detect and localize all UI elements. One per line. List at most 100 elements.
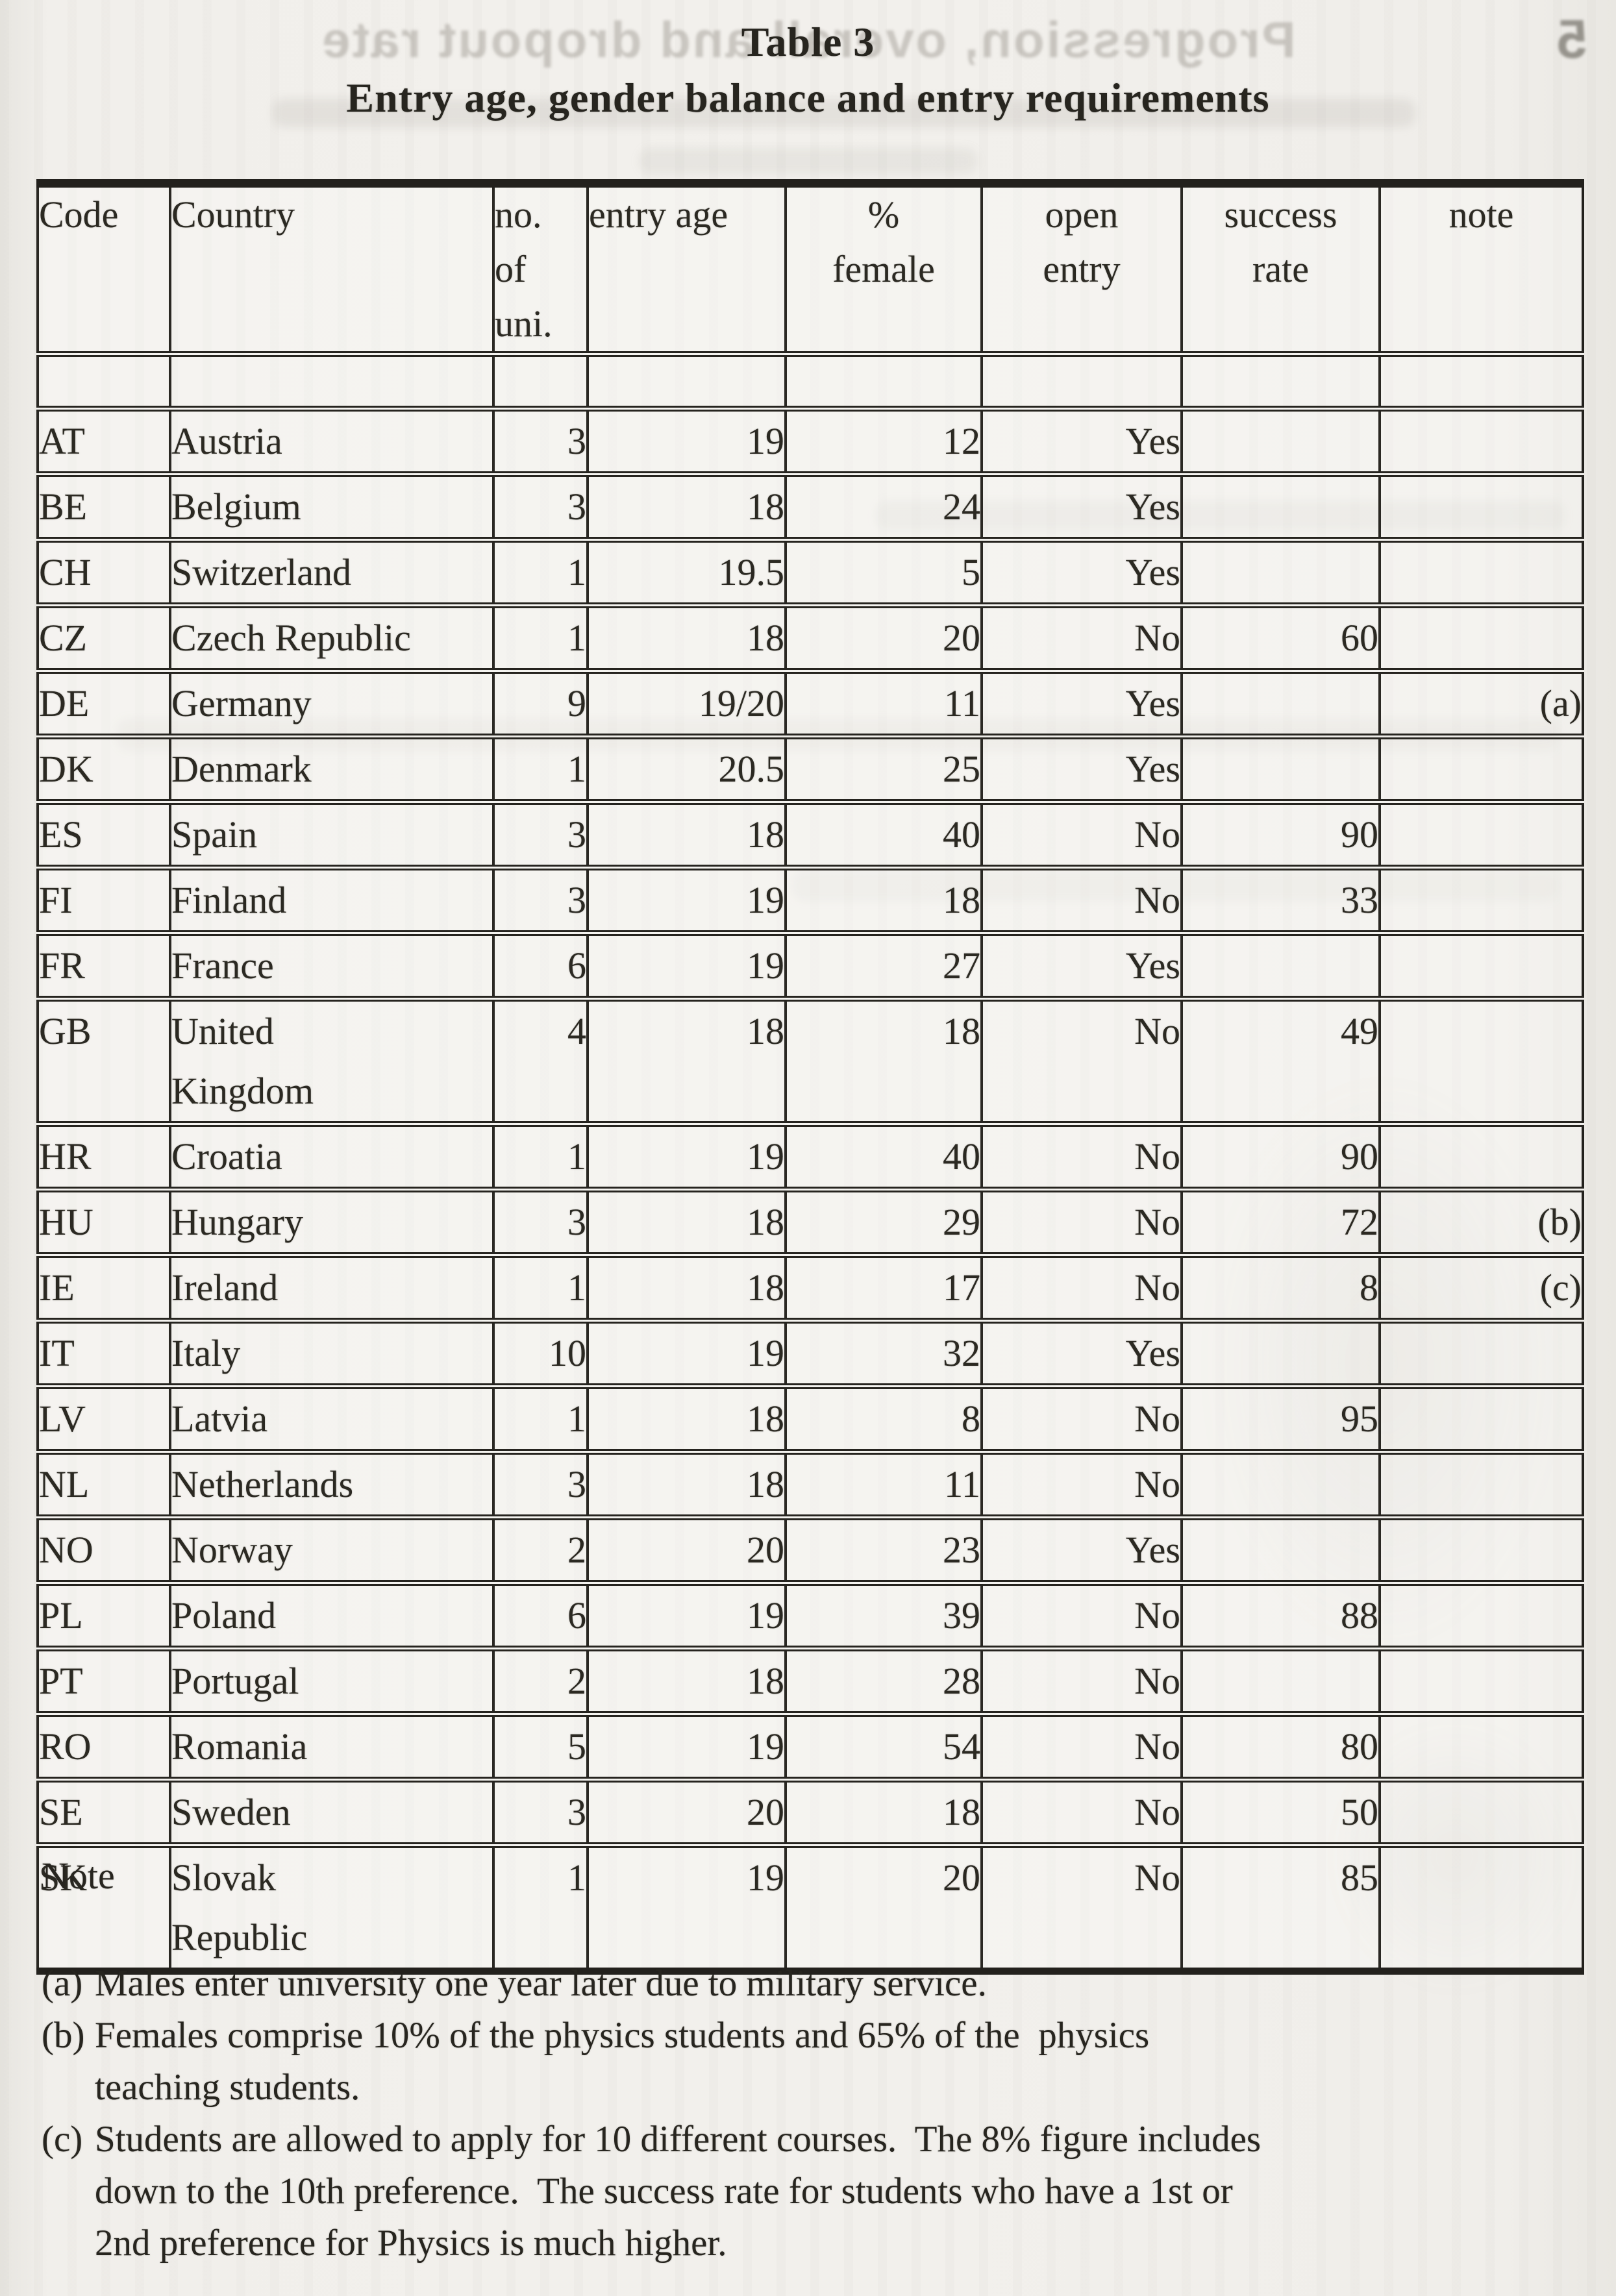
cell-code: CH [36, 539, 170, 606]
cell-success [1180, 933, 1380, 999]
spacer-row [36, 354, 1583, 409]
cell-entry_age: 19 [586, 1320, 786, 1387]
cell-female: 29 [784, 1189, 982, 1255]
cell-note: (a) [1378, 671, 1583, 737]
table-number-title: Table 3 [741, 19, 875, 65]
cell-entry_age: 19.5 [586, 539, 786, 606]
cell-code: NL [36, 1451, 170, 1518]
cell-note: (c) [1378, 1255, 1583, 1321]
cell-success [1180, 474, 1380, 540]
cell-open: Yes [980, 539, 1182, 606]
table-row-ie: IE Ireland 1 18 17 No 8 (c) [36, 1255, 1583, 1321]
cell-entry_age: 18 [586, 1189, 786, 1255]
cell-open: No [980, 1189, 1182, 1255]
cell-country: Sweden [169, 1779, 493, 1845]
cell-uni: 9 [492, 671, 588, 737]
table-row-be: BE Belgium 3 18 24 Yes [36, 474, 1583, 540]
cell-country: Austria [169, 408, 493, 475]
cell-uni: 6 [492, 1583, 588, 1649]
cell-open: No [980, 1779, 1182, 1845]
cell-uni: 3 [492, 1779, 588, 1845]
cell-open: No [980, 605, 1182, 671]
cell-success: 90 [1180, 802, 1380, 868]
cell-country: Italy [169, 1320, 493, 1387]
cell-code: DK [36, 736, 170, 802]
notes-list: (a) Males enter university one year late… [42, 1958, 1580, 2269]
cell-entry_age: 18 [586, 1255, 786, 1321]
table-row-fi: FI Finland 3 19 18 No 33 [36, 867, 1583, 933]
header-code: Code [36, 183, 170, 354]
table-row-hr: HR Croatia 1 19 40 No 90 [36, 1124, 1583, 1190]
note-label: (a) [42, 1963, 83, 2004]
country-entry-table: Code Country no. of uni. entry age % fem… [36, 179, 1584, 1975]
cell-note [1378, 736, 1583, 802]
cell-entry_age: 18 [586, 1386, 786, 1452]
cell-country: Czech Republic [169, 605, 493, 671]
cell-open: Yes [980, 736, 1182, 802]
cell-code: GB [36, 998, 170, 1124]
cell-entry_age: 18 [586, 1451, 786, 1518]
cell-country: Germany [169, 671, 493, 737]
cell-uni: 1 [492, 1845, 588, 1971]
cell-country: Hungary [169, 1189, 493, 1255]
cell-entry_age: 19 [586, 1714, 786, 1780]
cell-female: 27 [784, 933, 982, 999]
table-body: AT Austria 3 19 12 Yes BE Belgium 3 18 24 Yes CH Swit… [36, 354, 1583, 1971]
cell-uni: 1 [492, 1255, 588, 1321]
cell-uni: 3 [492, 1451, 588, 1518]
cell-uni: 3 [492, 474, 588, 540]
cell-entry_age: 19 [586, 1124, 786, 1190]
table-row-ch: CH Switzerland 1 19.5 5 Yes [36, 539, 1583, 606]
cell-country: United Kingdom [169, 998, 493, 1124]
cell-success: 33 [1180, 867, 1380, 933]
cell-success: 90 [1180, 1124, 1380, 1190]
cell-code: PT [36, 1648, 170, 1714]
table-row-ro: RO Romania 5 19 54 No 80 [36, 1714, 1583, 1780]
table-row-lv: LV Latvia 1 18 8 No 95 [36, 1386, 1583, 1452]
header-entry-age: entry age [586, 183, 786, 354]
cell-success [1180, 1451, 1380, 1518]
cell-success: 50 [1180, 1779, 1380, 1845]
cell-uni: 1 [492, 1386, 588, 1452]
cell-country: Netherlands [169, 1451, 493, 1518]
cell-female: 8 [784, 1386, 982, 1452]
cell-uni: 6 [492, 933, 588, 999]
header-open-entry: open entry [980, 183, 1182, 354]
cell-note [1378, 474, 1583, 540]
cell-female: 40 [784, 802, 982, 868]
header-no-of-uni: no. of uni. [492, 183, 588, 354]
note-item-a: (a) Males enter university one year late… [42, 1958, 1580, 2010]
cell-entry_age: 20 [586, 1779, 786, 1845]
note-text: Students are allowed to apply for 10 dif… [95, 2119, 1262, 2264]
table-row-sk: SK Slovak Republic 1 19 20 No 85 [36, 1845, 1583, 1971]
cell-success: 8 [1180, 1255, 1380, 1321]
cell-uni: 4 [492, 998, 588, 1124]
table-row-pl: PL Poland 6 19 39 No 88 [36, 1583, 1583, 1649]
cell-code: FI [36, 867, 170, 933]
cell-note [1378, 1648, 1583, 1714]
cell-code: ES [36, 802, 170, 868]
cell-uni: 3 [492, 802, 588, 868]
table-caption-title: Entry age, gender balance and entry requ… [346, 75, 1270, 121]
header-pct-female: % female [784, 183, 982, 354]
cell-open: Yes [980, 1517, 1182, 1583]
cell-entry_age: 18 [586, 605, 786, 671]
header-row: Code Country no. of uni. entry age % fem… [36, 183, 1583, 354]
cell-success: 72 [1180, 1189, 1380, 1255]
cell-code: RO [36, 1714, 170, 1780]
table-row-se: SE Sweden 3 20 18 No 50 [36, 1779, 1583, 1845]
cell-uni: 5 [492, 1714, 588, 1780]
cell-code: FR [36, 933, 170, 999]
cell-note [1378, 933, 1583, 999]
note-label: (c) [42, 2119, 83, 2160]
cell-female: 25 [784, 736, 982, 802]
cell-code: IT [36, 1320, 170, 1387]
table-row-gb: GB United Kingdom 4 18 18 No 49 [36, 998, 1583, 1124]
cell-uni: 3 [492, 408, 588, 475]
cell-country: Ireland [169, 1255, 493, 1321]
table-row-nl: NL Netherlands 3 18 11 No [36, 1451, 1583, 1518]
cell-female: 5 [784, 539, 982, 606]
cell-code: SK [36, 1845, 170, 1971]
cell-open: No [980, 1255, 1182, 1321]
cell-entry_age: 19 [586, 1845, 786, 1971]
